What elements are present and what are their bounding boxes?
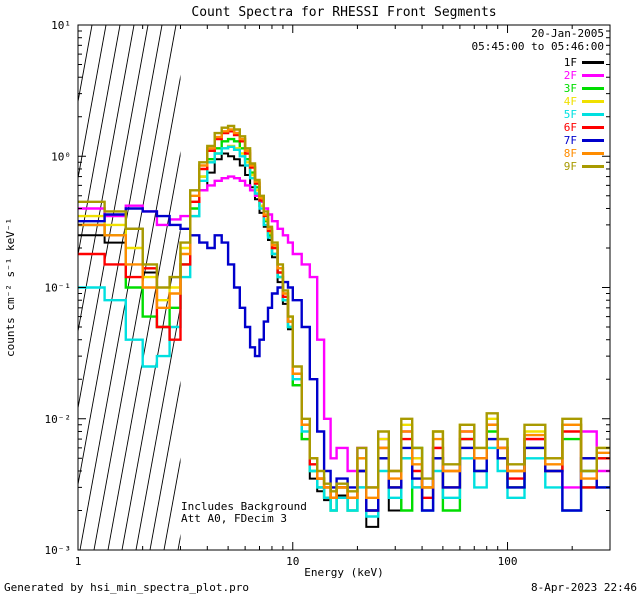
svg-text:10¹: 10¹ [51,19,71,32]
legend-line-swatch [582,61,604,64]
legend-label: 2F [563,69,577,82]
legend-line-swatch [582,87,604,90]
legend-entry-5F: 5F [564,108,604,121]
series-group [78,124,610,528]
svg-text:1: 1 [75,555,82,568]
svg-text:10: 10 [286,555,299,568]
series-line-1F [78,152,610,528]
series-line-2F [78,175,610,489]
series-line-9F [78,124,610,493]
legend-label: 9F [563,160,577,173]
legend-label: 6F [563,121,577,134]
legend-label: 1F [563,56,577,69]
legend-line-swatch [582,139,604,142]
legend-line-swatch [582,165,604,168]
legend-entry-7F: 7F [564,134,604,147]
time-range-label: 05:45:00 to 05:46:00 [471,40,604,53]
legend-line-swatch [582,126,604,129]
legend-label: 7F [563,134,577,147]
svg-text:10⁰: 10⁰ [51,150,71,163]
legend-entry-6F: 6F [564,121,604,134]
legend-line-swatch [582,74,604,77]
footer-right: 8-Apr-2023 22:46 [531,581,637,594]
series-line-6F [78,130,610,512]
date-label: 20-Jan-2005 [531,27,604,40]
svg-text:100: 100 [498,555,518,568]
legend-label: 4F [563,95,577,108]
svg-text:10⁻³: 10⁻³ [45,544,72,557]
legend-entry-1F: 1F [564,56,604,69]
axes: 1 10 100 10⁻³ 10⁻² 10⁻¹ 10⁰ 10¹ [45,19,611,568]
legend-line-swatch [582,100,604,103]
legend-entry-9F: 9F [564,160,604,173]
annotation-attenuator: Att A0, FDecim 3 [181,512,287,525]
legend-entry-3F: 3F [564,82,604,95]
svg-text:10⁻¹: 10⁻¹ [45,282,72,295]
legend-entry-2F: 2F [564,69,604,82]
legend-entry-8F: 8F [564,147,604,160]
annotation-background: Includes Background [181,500,307,513]
footer-left: Generated by hsi_min_spectra_plot.pro [4,581,250,594]
series-line-7F [78,207,610,512]
plot-title: Count Spectra for RHESSI Front Segments [191,5,497,20]
x-axis-label: Energy (keV) [304,566,384,579]
svg-text:10⁻²: 10⁻² [45,413,72,426]
legend: 1F 2F 3F 4F 5F 6F 7F 8F 9F [564,56,604,173]
legend-label: 5F [563,108,577,121]
legend-label: 3F [563,82,577,95]
legend-entry-4F: 4F [564,95,604,108]
legend-line-swatch [582,152,604,155]
legend-line-swatch [582,113,604,116]
legend-label: 8F [563,147,577,160]
y-axis-label: counts cm⁻² s⁻¹ keV⁻¹ [4,217,17,358]
